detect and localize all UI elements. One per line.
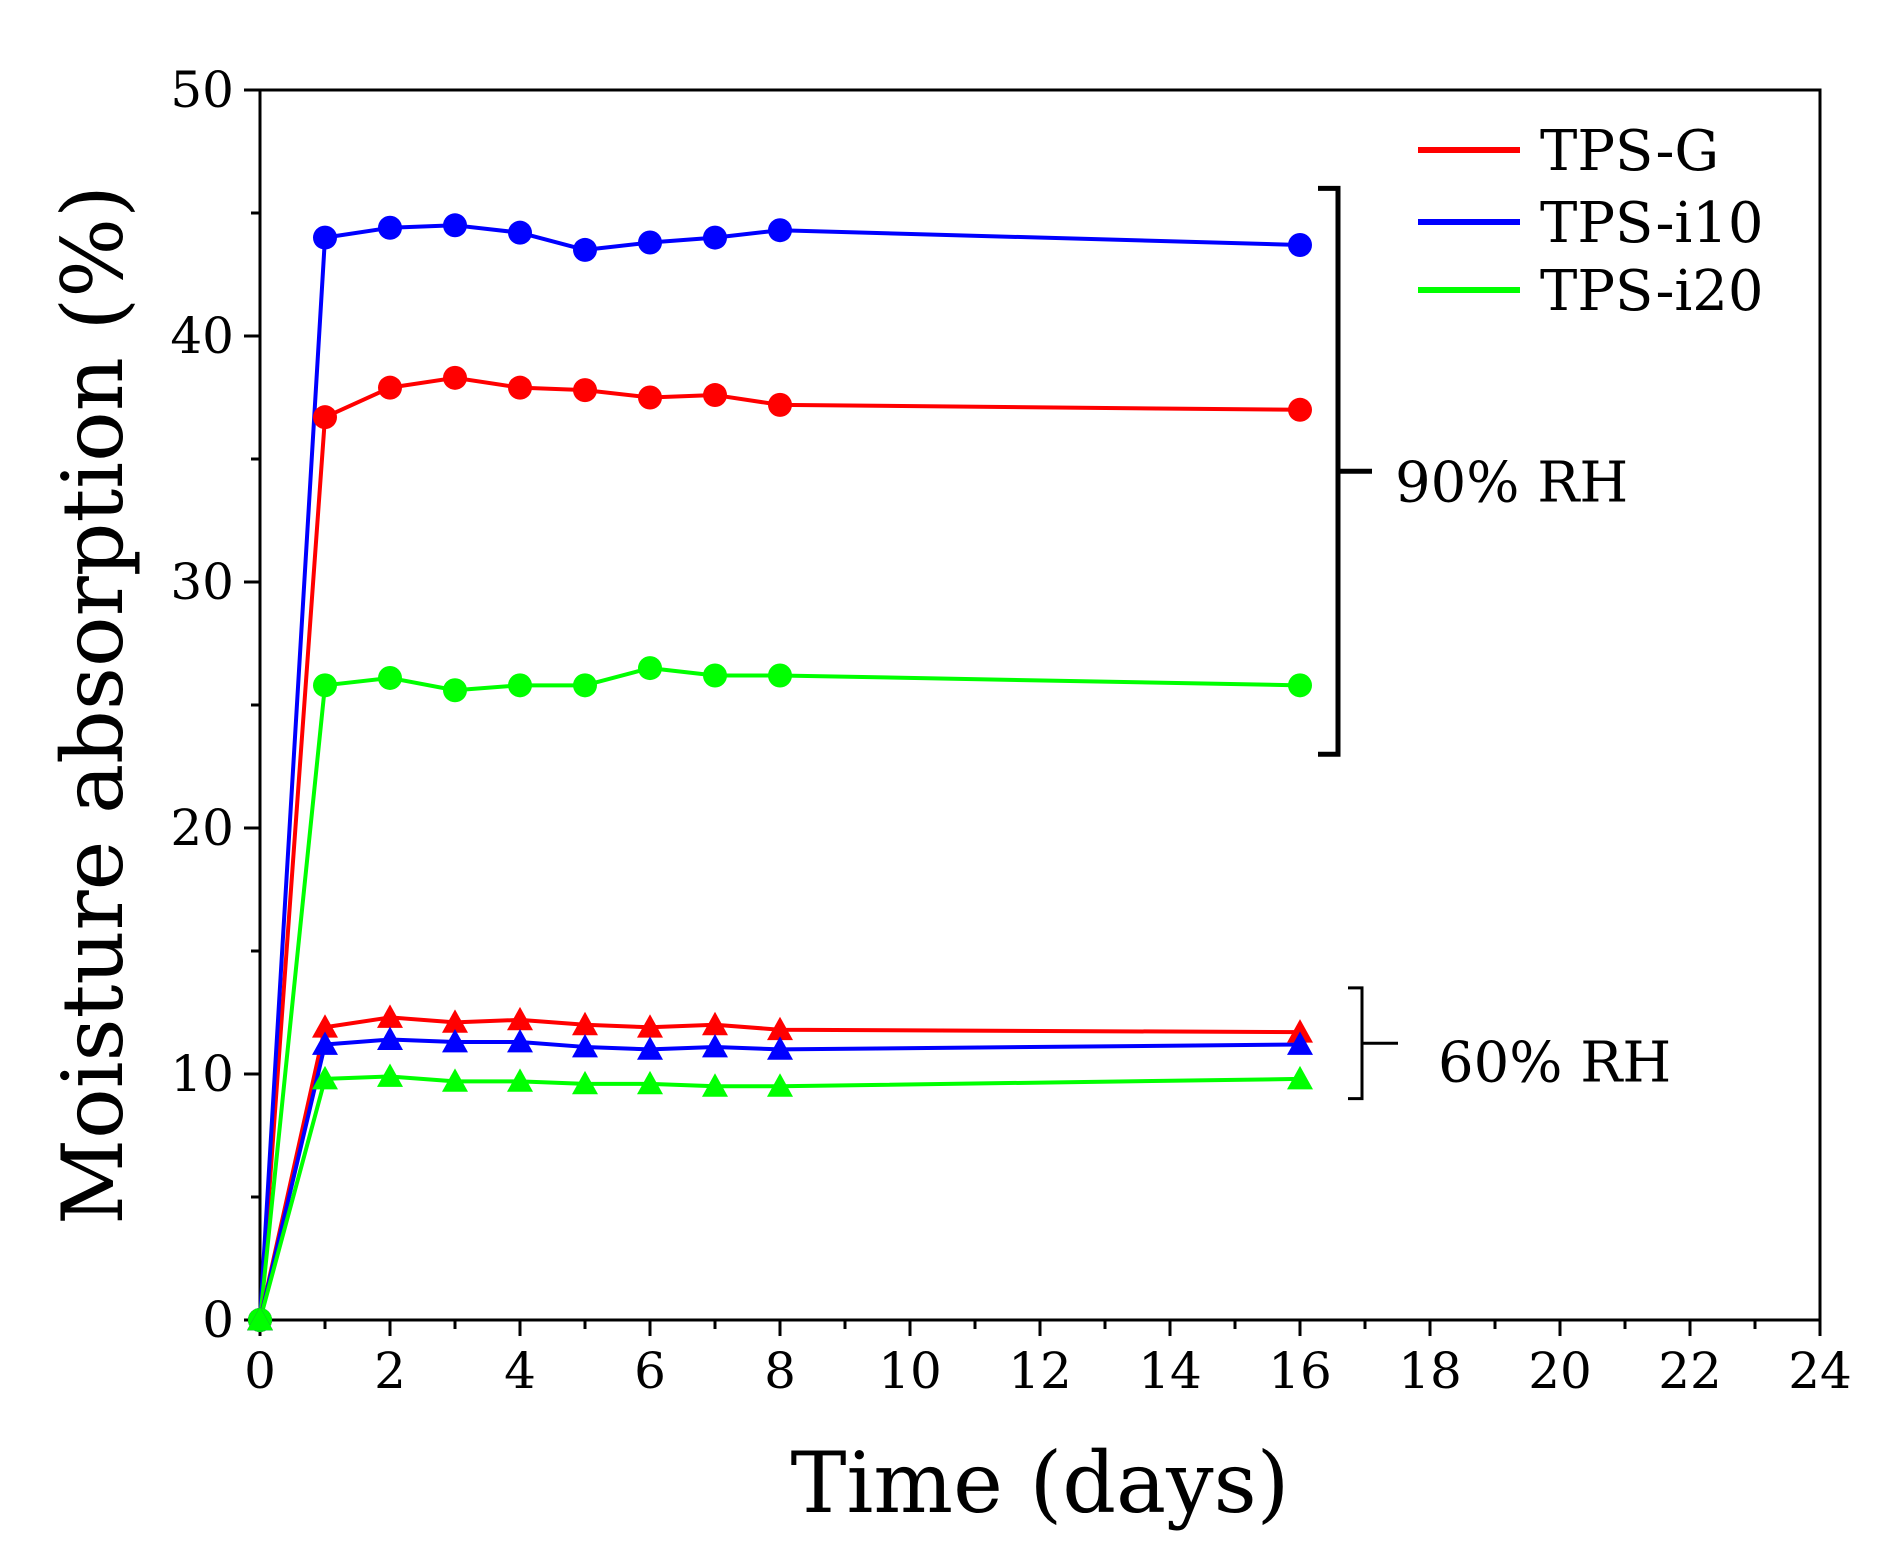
data-point-tps-i10-60rh	[637, 1036, 663, 1060]
data-point-tps-i20-60rh	[767, 1073, 793, 1097]
y-tick-label: 10	[170, 1045, 234, 1103]
data-point-tps-g-60rh	[572, 1011, 598, 1036]
data-point-tps-g-90rh	[378, 375, 402, 400]
data-point-tps-g-90rh	[703, 383, 727, 408]
data-point-tps-g-60rh	[507, 1006, 533, 1031]
x-tick-label: 22	[1658, 1342, 1722, 1400]
series-line-tps-i20-90rh	[258, 666, 1301, 1321]
bracket-90-rh	[1318, 185, 1372, 757]
data-point-tps-i10-60rh	[442, 1029, 468, 1053]
data-point-tps-i10-90rh	[573, 237, 597, 262]
y-tick-label: 20	[170, 799, 234, 857]
data-point-tps-i20-60rh	[442, 1068, 468, 1092]
x-tick-label: 16	[1268, 1342, 1332, 1400]
data-point-tps-i20-90rh	[378, 665, 402, 690]
x-tick-label: 24	[1788, 1342, 1852, 1400]
legend-label-tps-g: TPS-G	[1540, 119, 1719, 184]
rh-annotations: 90% RH 60% RH	[1318, 185, 1671, 1101]
data-point-tps-i20-90rh	[313, 673, 337, 698]
series-line-tps-i20-60rh	[258, 1074, 1301, 1321]
data-point-tps-i20-90rh	[443, 678, 467, 703]
data-point-tps-i10-60rh	[572, 1033, 598, 1058]
bracket-60-rh	[1348, 986, 1398, 1101]
x-tick-label: 14	[1138, 1342, 1202, 1400]
legend-label-tps-i10: TPS-i10	[1540, 191, 1764, 256]
data-point-tps-g-90rh	[508, 375, 532, 400]
data-point-tps-i20-90rh	[703, 663, 727, 688]
data-point-tps-i20-90rh	[768, 663, 792, 688]
data-point-tps-i10-90rh	[1288, 232, 1312, 257]
data-point-tps-i10-90rh	[313, 225, 337, 250]
x-tick-label: 6	[634, 1342, 666, 1400]
x-tick-labels: 0 2 4 6 8 10 12 14 16 18 20 22 24	[244, 1342, 1852, 1400]
data-point-tps-g-60rh	[637, 1014, 663, 1038]
data-point-tps-g-90rh	[638, 385, 662, 410]
x-tick-label: 0	[244, 1342, 276, 1400]
data-point-tps-i10-90rh	[508, 220, 532, 245]
x-tick-label: 4	[504, 1342, 536, 1400]
data-point-tps-i10-90rh	[703, 225, 727, 250]
data-point-tps-i20-60rh	[572, 1070, 598, 1095]
legend-label-tps-i20: TPS-i20	[1540, 259, 1764, 324]
data-point-tps-i20-60rh	[377, 1063, 403, 1087]
data-point-tps-i10-60rh	[377, 1026, 403, 1050]
data-point-tps-i20-60rh	[507, 1068, 533, 1092]
series-line-tps-g-60rh	[258, 1015, 1301, 1321]
y-axis-title: Moisture absorption (%)	[44, 185, 142, 1225]
data-point-tps-i10-60rh	[1287, 1031, 1313, 1055]
x-tick-label: 2	[374, 1342, 406, 1400]
data-point-tps-i10-90rh	[768, 218, 792, 243]
legend: TPS-G TPS-i10 TPS-i20	[1418, 119, 1764, 324]
data-point-tps-g-90rh	[1288, 397, 1312, 422]
data-point-tps-g-90rh	[768, 392, 792, 417]
data-point-tps-g-90rh	[313, 405, 337, 430]
data-point-tps-i20-60rh	[1287, 1065, 1313, 1090]
data-point-tps-g-90rh	[443, 365, 467, 390]
label-90-rh: 90% RH	[1395, 450, 1628, 515]
x-axis-title: Time (days)	[791, 1434, 1290, 1532]
data-point-tps-g-60rh	[377, 1004, 403, 1028]
data-point-tps-i10-60rh	[312, 1031, 338, 1055]
data-point-tps-g-60rh	[312, 1014, 338, 1038]
data-point-tps-g-90rh	[573, 378, 597, 403]
data-point-tps-i10-90rh	[638, 230, 662, 255]
x-tick-label: 8	[764, 1342, 796, 1400]
x-tick-label: 18	[1398, 1342, 1462, 1400]
data-point-tps-i20-60rh	[637, 1070, 663, 1095]
y-tick-label: 30	[170, 553, 234, 611]
data-point-tps-i20-90rh	[508, 673, 532, 698]
data-point-tps-i10-60rh	[507, 1029, 533, 1053]
label-60-rh: 60% RH	[1438, 1030, 1671, 1095]
data-point-tps-i10-60rh	[767, 1036, 793, 1060]
series-line-tps-i10-90rh	[258, 223, 1301, 1321]
series-line-tps-g-90rh	[258, 375, 1301, 1321]
series-lines	[258, 223, 1301, 1321]
data-point-tps-i20-60rh	[702, 1073, 728, 1097]
y-tick-label: 50	[170, 61, 234, 119]
data-point-tps-g-60rh	[767, 1016, 793, 1041]
y-tick-label: 40	[170, 307, 234, 365]
y-tick-label: 0	[202, 1291, 234, 1349]
series-markers	[247, 213, 1313, 1332]
data-point-tps-i10-90rh	[443, 213, 467, 238]
data-point-tps-g-60rh	[702, 1011, 728, 1036]
x-tick-label: 10	[878, 1342, 942, 1400]
data-point-tps-i10-60rh	[702, 1033, 728, 1058]
data-point-tps-i10-90rh	[378, 215, 402, 240]
data-point-tps-g-60rh	[442, 1009, 468, 1033]
x-tick-label: 12	[1008, 1342, 1072, 1400]
data-point-tps-i20-90rh	[638, 656, 662, 681]
axis-ticks	[244, 88, 1822, 1336]
data-point-tps-i20-60rh	[312, 1065, 338, 1090]
x-tick-label: 20	[1528, 1342, 1592, 1400]
data-point-tps-i20-60rh	[247, 1307, 273, 1331]
data-point-tps-i20-90rh	[1288, 673, 1312, 698]
y-tick-labels: 0 10 20 30 40 50	[170, 61, 234, 1349]
series-line-tps-i10-60rh	[258, 1037, 1301, 1321]
data-point-tps-g-60rh	[1287, 1019, 1313, 1043]
data-point-tps-i20-90rh	[573, 673, 597, 698]
